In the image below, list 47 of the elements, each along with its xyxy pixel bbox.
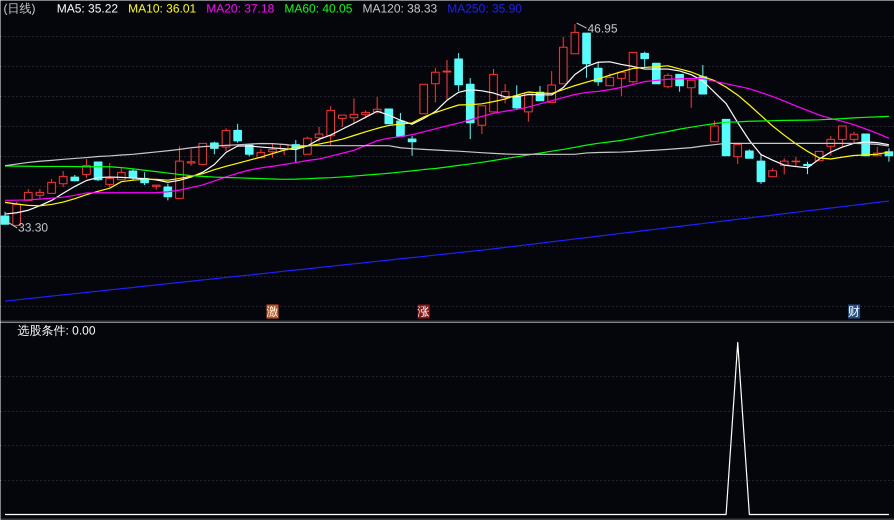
candlestick xyxy=(605,72,614,86)
text: 激 xyxy=(266,304,279,318)
text: MA60: 40.05 xyxy=(284,2,353,16)
candlestick xyxy=(664,72,672,89)
candlestick xyxy=(0,211,10,225)
candlestick xyxy=(675,74,684,92)
candlestick xyxy=(594,61,603,86)
candlestick xyxy=(838,126,847,148)
candlestick xyxy=(710,120,719,142)
candlestick xyxy=(350,98,358,124)
candlestick xyxy=(408,135,416,156)
candlestick xyxy=(36,188,44,199)
text: 涨 xyxy=(418,304,430,318)
annotation: 46.95 xyxy=(587,22,618,36)
candlestick xyxy=(338,114,347,128)
text: MA20: 37.18 xyxy=(206,2,275,16)
text: MA120: 38.33 xyxy=(362,2,438,16)
text: MA10: 36.01 xyxy=(128,2,197,16)
text: 选股条件: 0.00 xyxy=(18,324,96,338)
candlestick xyxy=(431,67,440,103)
candlestick xyxy=(640,51,650,68)
candlestick xyxy=(314,126,324,142)
candlestick xyxy=(222,128,230,152)
text: MA250: 35.90 xyxy=(447,2,522,16)
candlestick xyxy=(570,24,580,54)
candlestick xyxy=(47,178,56,194)
chart-title: (日线) xyxy=(4,2,36,16)
candlestick xyxy=(384,108,394,124)
candlestick xyxy=(198,142,208,165)
candlestick xyxy=(733,142,742,165)
candlestick xyxy=(617,72,626,96)
candlestick xyxy=(186,148,196,166)
text: 财 xyxy=(848,304,860,318)
candlestick xyxy=(58,170,68,188)
candlestick xyxy=(105,162,114,188)
candlestick xyxy=(233,123,242,144)
candlestick xyxy=(686,80,696,108)
candlestick xyxy=(128,168,138,181)
candlestick xyxy=(756,154,766,184)
annotation: 33.30 xyxy=(18,220,48,235)
candlestick xyxy=(268,143,277,158)
candlestick xyxy=(478,105,486,135)
text: MA5: 35.22 xyxy=(56,2,118,16)
candlestick xyxy=(792,156,800,168)
candlestick xyxy=(850,131,858,144)
candlestick xyxy=(884,148,894,162)
candlestick xyxy=(442,60,452,100)
